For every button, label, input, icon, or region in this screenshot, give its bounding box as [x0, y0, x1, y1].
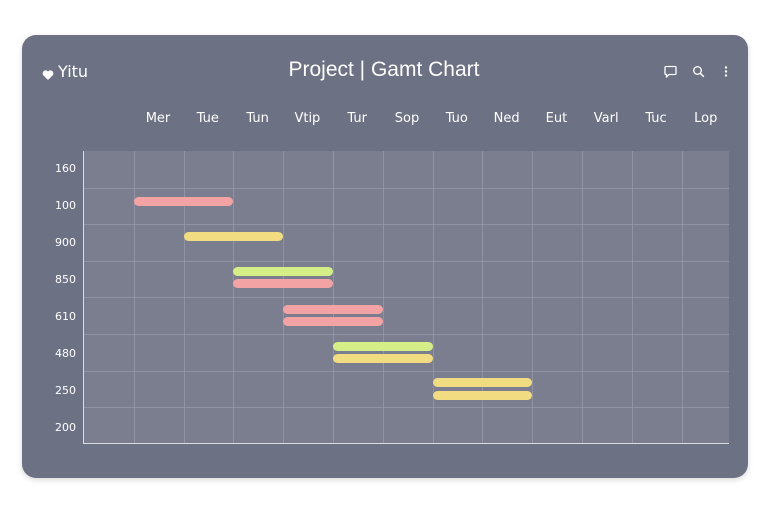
search-icon[interactable] — [690, 63, 706, 79]
grid-vline — [631, 151, 633, 443]
grid-hline — [84, 370, 729, 372]
task-bar-4[interactable] — [233, 279, 333, 288]
row-label-7: 200 — [55, 421, 76, 434]
day-label-11: Lop — [694, 111, 718, 126]
grid-vline — [681, 151, 683, 443]
grid-hline — [84, 224, 729, 226]
task-bar-1[interactable] — [133, 197, 234, 206]
row-label-1: 100 — [55, 199, 76, 212]
task-bar-8[interactable] — [333, 354, 433, 363]
task-bar-10[interactable] — [432, 391, 533, 400]
grid-vline — [283, 151, 285, 443]
task-bar-9[interactable] — [432, 378, 533, 387]
grid-hline — [84, 407, 729, 409]
day-label-4: Tur — [347, 111, 367, 126]
grid-hline — [84, 334, 729, 335]
row-label-5: 480 — [55, 347, 76, 360]
row-label-2: 900 — [55, 236, 76, 249]
grid-vline — [333, 151, 334, 443]
task-bar-6[interactable] — [283, 317, 383, 326]
page-title: Project | Gamt Chart — [288, 58, 480, 81]
grid-vline — [133, 151, 135, 443]
grid-vline — [582, 151, 583, 443]
day-label-1: Tue — [196, 111, 219, 126]
row-label-6: 250 — [55, 384, 76, 397]
grid-hline — [84, 260, 729, 262]
day-label-0: Mer — [145, 111, 171, 126]
day-label-8: Eut — [545, 111, 568, 126]
day-label-10: Tuc — [645, 111, 667, 126]
grid-vline — [382, 151, 384, 443]
grid-vline — [183, 151, 185, 443]
grid-vline — [233, 151, 235, 443]
day-label-3: Vtip — [294, 111, 321, 126]
row-label-3: 850 — [55, 273, 76, 286]
brand-name: Yitu — [58, 62, 89, 81]
brand-logo[interactable]: Yitu — [42, 62, 88, 81]
grid-vline — [432, 151, 434, 443]
grid-vline — [482, 151, 484, 443]
task-bar-7[interactable] — [333, 342, 433, 351]
heart-icon — [42, 66, 54, 80]
grid-hline — [84, 187, 729, 189]
header-actions — [662, 63, 734, 79]
task-bar-2[interactable] — [183, 232, 284, 241]
grid-vline — [532, 151, 534, 443]
grid-hline — [84, 297, 729, 299]
task-bar-5[interactable] — [283, 305, 383, 314]
day-label-2: Tun — [246, 111, 269, 126]
task-bar-3[interactable] — [233, 267, 333, 276]
day-label-7: Ned — [493, 111, 520, 126]
chat-icon[interactable] — [662, 63, 678, 79]
day-label-5: Sop — [394, 111, 420, 126]
row-label-4: 610 — [55, 310, 76, 323]
more-vertical-icon[interactable] — [718, 63, 734, 79]
gantt-grid — [83, 151, 729, 444]
row-label-0: 160 — [55, 162, 76, 175]
day-label-6: Tuo — [445, 111, 468, 126]
day-label-9: Varl — [593, 111, 619, 126]
